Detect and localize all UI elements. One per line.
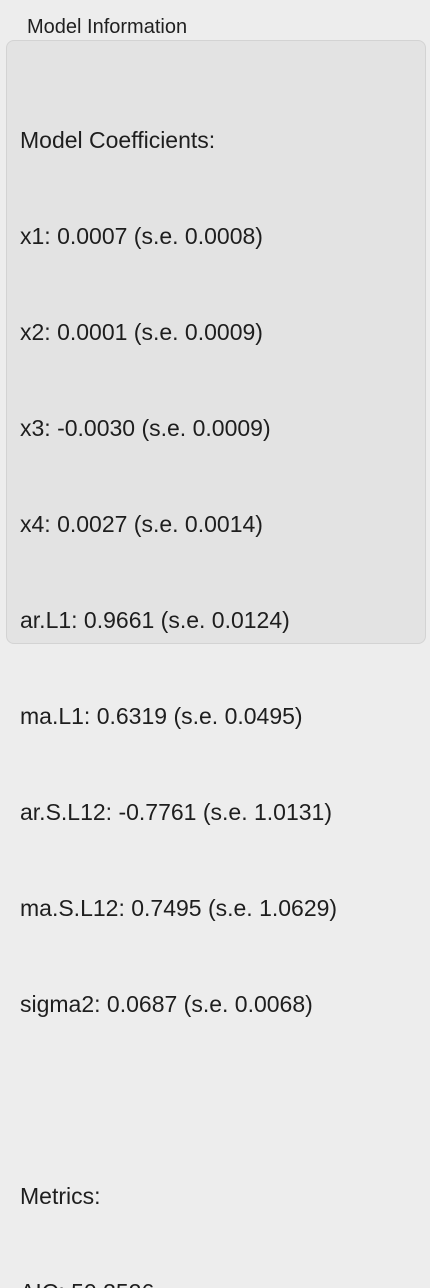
coefficient-line-ar-l1: ar.L1: 0.9661 (s.e. 0.0124) [20,607,290,633]
model-information-group-box [6,40,426,644]
coefficient-line-x3: x3: -0.0030 (s.e. 0.0009) [20,415,271,441]
coefficient-line-x2: x2: 0.0001 (s.e. 0.0009) [20,319,263,345]
coefficient-line-ma-s-l12: ma.S.L12: 0.7495 (s.e. 1.0629) [20,895,338,921]
model-information-text[interactable]: Model Coefficients: x1: 0.0007 (s.e. 0.0… [20,60,337,1288]
coefficient-line-sigma2: sigma2: 0.0687 (s.e. 0.0068) [20,991,313,1017]
coefficient-line-ma-l1: ma.L1: 0.6319 (s.e. 0.0495) [20,703,303,729]
metrics-heading: Metrics: [20,1183,101,1209]
group-box-title: Model Information [27,16,188,38]
coefficient-line-x1: x1: 0.0007 (s.e. 0.0008) [20,223,263,249]
coefficient-line-x4: x4: 0.0027 (s.e. 0.0014) [20,511,263,537]
coefficients-heading: Model Coefficients: [20,127,216,153]
section-spacer [20,1084,337,1116]
metric-line-aic: AIC: 50.3526 [20,1276,337,1288]
coefficient-line-ar-s-l12: ar.S.L12: -0.7761 (s.e. 1.0131) [20,799,332,825]
